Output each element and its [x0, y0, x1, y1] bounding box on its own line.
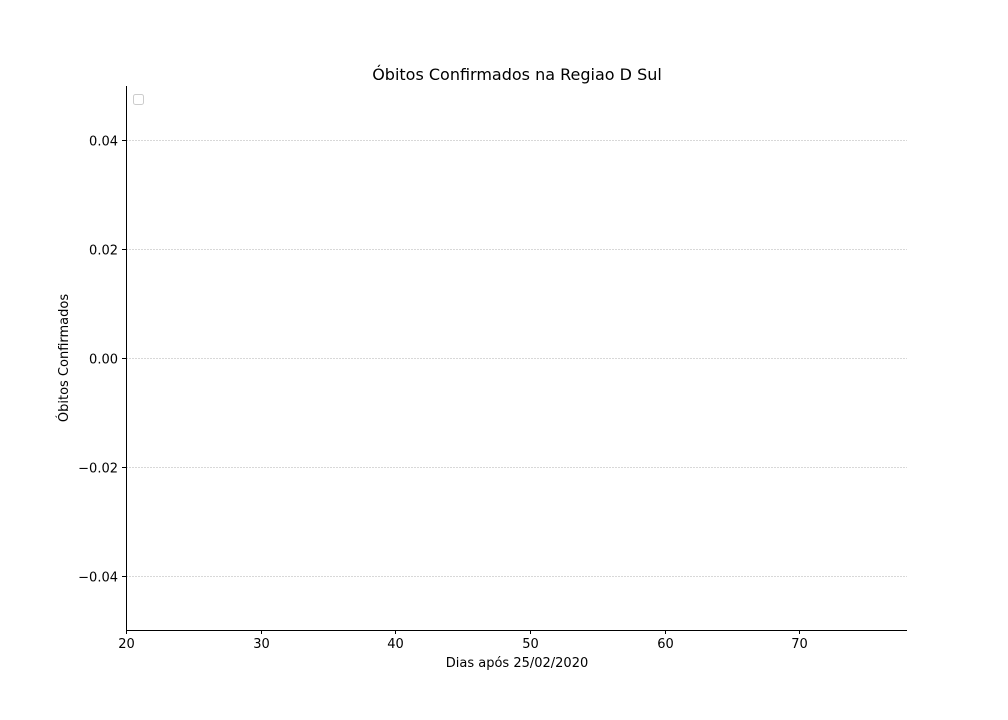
y-tick-label: 0.04	[89, 135, 118, 150]
x-axis-ticks: 20 30 40 50 60 70	[118, 630, 808, 652]
x-tick-label: 40	[387, 637, 404, 652]
y-tick-label: −0.04	[78, 571, 118, 586]
chart-title: Óbitos Confirmados na Regiao D Sul	[372, 65, 662, 84]
y-tick-label: −0.02	[78, 462, 118, 477]
grid-lines	[126, 140, 907, 577]
y-tick-label: 0.00	[89, 353, 118, 368]
x-axis-label: Dias após 25/02/2020	[446, 656, 589, 671]
x-tick-label: 60	[657, 637, 674, 652]
x-tick-label: 70	[791, 637, 808, 652]
y-tick-label: 0.02	[89, 244, 118, 259]
y-axis-ticks: −0.04 −0.02 0.00 0.02 0.04	[78, 135, 126, 586]
x-tick-label: 50	[522, 637, 539, 652]
legend	[133, 94, 144, 105]
y-axis-label: Óbitos Confirmados	[56, 294, 72, 422]
x-tick-label: 20	[118, 637, 135, 652]
x-tick-label: 30	[253, 637, 270, 652]
